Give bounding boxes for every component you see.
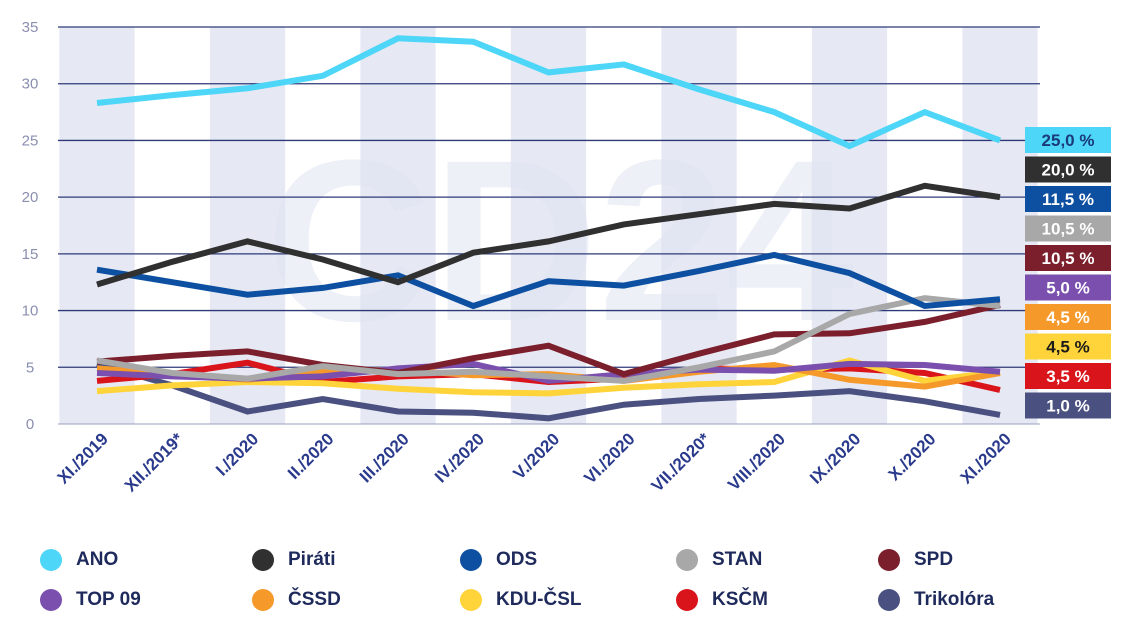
legend-item: STAN <box>676 545 762 575</box>
value-labels: 25,0 % 20,0 % 11,5 % 10,5 % 10,5 % 5,0 % 4,5 %… <box>1025 127 1111 419</box>
legend-marker <box>460 549 482 571</box>
legend-label: Trikolóra <box>914 589 995 610</box>
value-label: 5,0 % <box>1046 279 1089 298</box>
legend-item: ODS <box>460 545 537 575</box>
value-label-box <box>1025 392 1111 419</box>
y-tick-label: 15 <box>22 246 39 263</box>
x-axis-ticks: XI./2019 XII./2019* I./2020 II./2020 III./20… <box>54 429 1015 496</box>
legend-item: ANO <box>40 545 118 575</box>
y-axis-ticks: 0 5 10 15 20 25 30 35 <box>22 19 39 433</box>
legend-label: KDU-ČSL <box>496 589 582 610</box>
series-line-trikol-ra <box>96 361 1001 422</box>
x-tick-label: XII./2019* <box>121 429 188 496</box>
y-tick-label: 20 <box>22 189 39 206</box>
legend-marker <box>878 589 900 611</box>
legend-marker <box>676 589 698 611</box>
value-label: 4,5 % <box>1046 308 1089 327</box>
value-label-box <box>1025 215 1111 242</box>
x-tick-label: I./2020 <box>212 429 262 479</box>
legend-marker <box>878 549 900 571</box>
legend-item: KDU-ČSL <box>460 585 582 615</box>
x-tick-label: IV./2020 <box>431 429 488 486</box>
legend-label: ODS <box>496 549 538 570</box>
legend-label: ANO <box>76 549 119 570</box>
series-lines <box>96 35 1002 422</box>
x-tick-label: VII./2020* <box>648 429 715 496</box>
value-label: 25,0 % <box>1042 131 1095 150</box>
legend-marker <box>252 589 274 611</box>
value-label-box <box>1025 156 1111 183</box>
legend-item: TOP 09 <box>40 585 141 615</box>
legend-marker <box>252 549 274 571</box>
series-line-pir-ti <box>96 182 1001 288</box>
x-tick-label: IX./2020 <box>806 429 864 487</box>
legend-label: KSČM <box>712 589 768 610</box>
legend-item: Trikolóra <box>878 585 994 615</box>
value-label-box <box>1025 274 1111 301</box>
value-label-box <box>1025 186 1111 212</box>
value-label: 3,5 % <box>1046 367 1089 386</box>
legend-label: Piráti <box>288 549 336 570</box>
x-tick-label: II./2020 <box>284 429 338 483</box>
value-label: 10,5 % <box>1042 249 1095 268</box>
x-tick-label: XI./2019 <box>54 429 112 487</box>
legend: ANO Piráti ODS STAN SPD TOP 09 ČSSD KDU-ČSL KSČM… <box>40 545 1100 625</box>
value-label-box <box>1025 304 1111 330</box>
legend-marker <box>40 589 62 611</box>
series-line-stan <box>96 295 1001 384</box>
series-line-ods <box>96 251 1001 310</box>
legend-item: ČSSD <box>252 585 341 615</box>
value-label: 4,5 % <box>1046 338 1089 357</box>
x-tick-label: V./2020 <box>510 429 564 483</box>
legend-label: SPD <box>914 549 954 570</box>
value-label-box <box>1025 363 1111 389</box>
legend-label: TOP 09 <box>76 589 141 610</box>
y-tick-label: 30 <box>22 76 39 93</box>
legend-marker <box>676 549 698 571</box>
legend-item: KSČM <box>676 585 768 615</box>
value-label: 1,0 % <box>1046 397 1089 416</box>
y-tick-label: 25 <box>22 132 39 149</box>
series-line-ano <box>96 35 1002 150</box>
legend-item: Piráti <box>252 545 336 575</box>
x-tick-label: III./2020 <box>356 429 413 486</box>
legend-label: STAN <box>712 549 763 570</box>
legend-label: ČSSD <box>288 589 341 610</box>
x-tick-label: VI./2020 <box>580 429 638 487</box>
series-line-spd <box>96 301 1001 378</box>
value-label: 20,0 % <box>1042 161 1095 180</box>
x-tick-label: X./2020 <box>885 429 940 484</box>
value-label-box <box>1025 333 1111 360</box>
value-label-box <box>1025 127 1111 153</box>
legend-marker <box>460 589 482 611</box>
value-label-box <box>1025 245 1111 271</box>
x-tick-label: XI./2020 <box>957 429 1015 487</box>
y-tick-label: 10 <box>22 303 39 320</box>
y-tick-label: 0 <box>26 416 34 433</box>
column-band <box>360 27 436 424</box>
x-tick-label: VIII./2020 <box>724 429 789 494</box>
y-tick-label: 35 <box>22 19 39 36</box>
value-label: 11,5 % <box>1042 190 1094 209</box>
y-tick-label: 5 <box>26 359 34 376</box>
legend-item: SPD <box>878 545 953 575</box>
value-label: 10,5 % <box>1042 220 1095 239</box>
legend-marker <box>40 549 62 571</box>
